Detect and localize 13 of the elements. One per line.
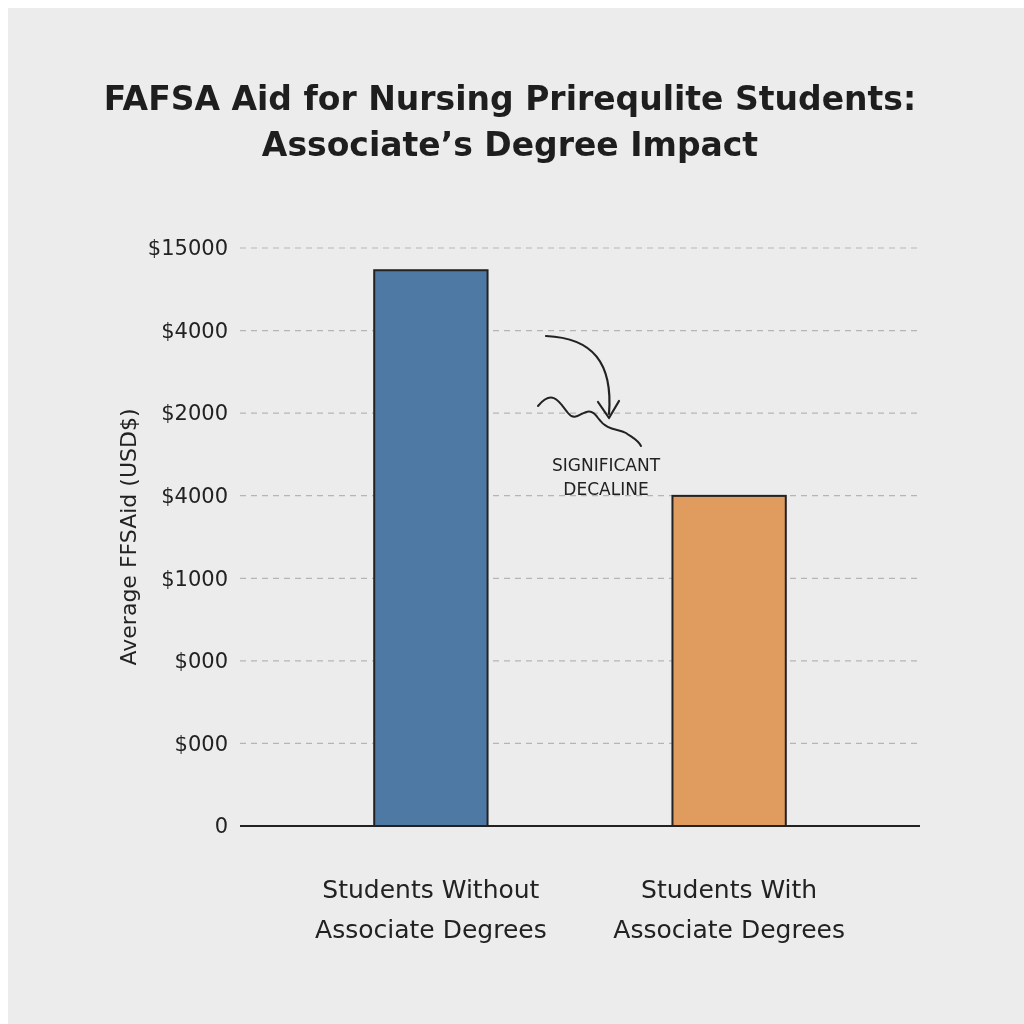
annotation: SIGNIFICANT DECALINE <box>551 455 661 499</box>
y-axis-title: Average FFSAid (USD$) <box>116 408 141 666</box>
text: $2000 <box>161 401 228 426</box>
chart-title: FAFSA Aid for Nursing Prirequlite Students: Associate’s Degree Impact <box>103 79 917 164</box>
text: $15000 <box>147 236 228 261</box>
text: 0 <box>214 814 228 839</box>
text: $4000 <box>161 318 228 343</box>
text: $000 <box>174 731 228 756</box>
x-tick-label: Students With Associate Degrees <box>613 875 845 944</box>
text: $4000 <box>161 484 228 509</box>
text: $1000 <box>161 566 228 591</box>
x-tick-label: Students Without Associate Degrees <box>315 875 547 944</box>
text: $000 <box>174 649 228 674</box>
